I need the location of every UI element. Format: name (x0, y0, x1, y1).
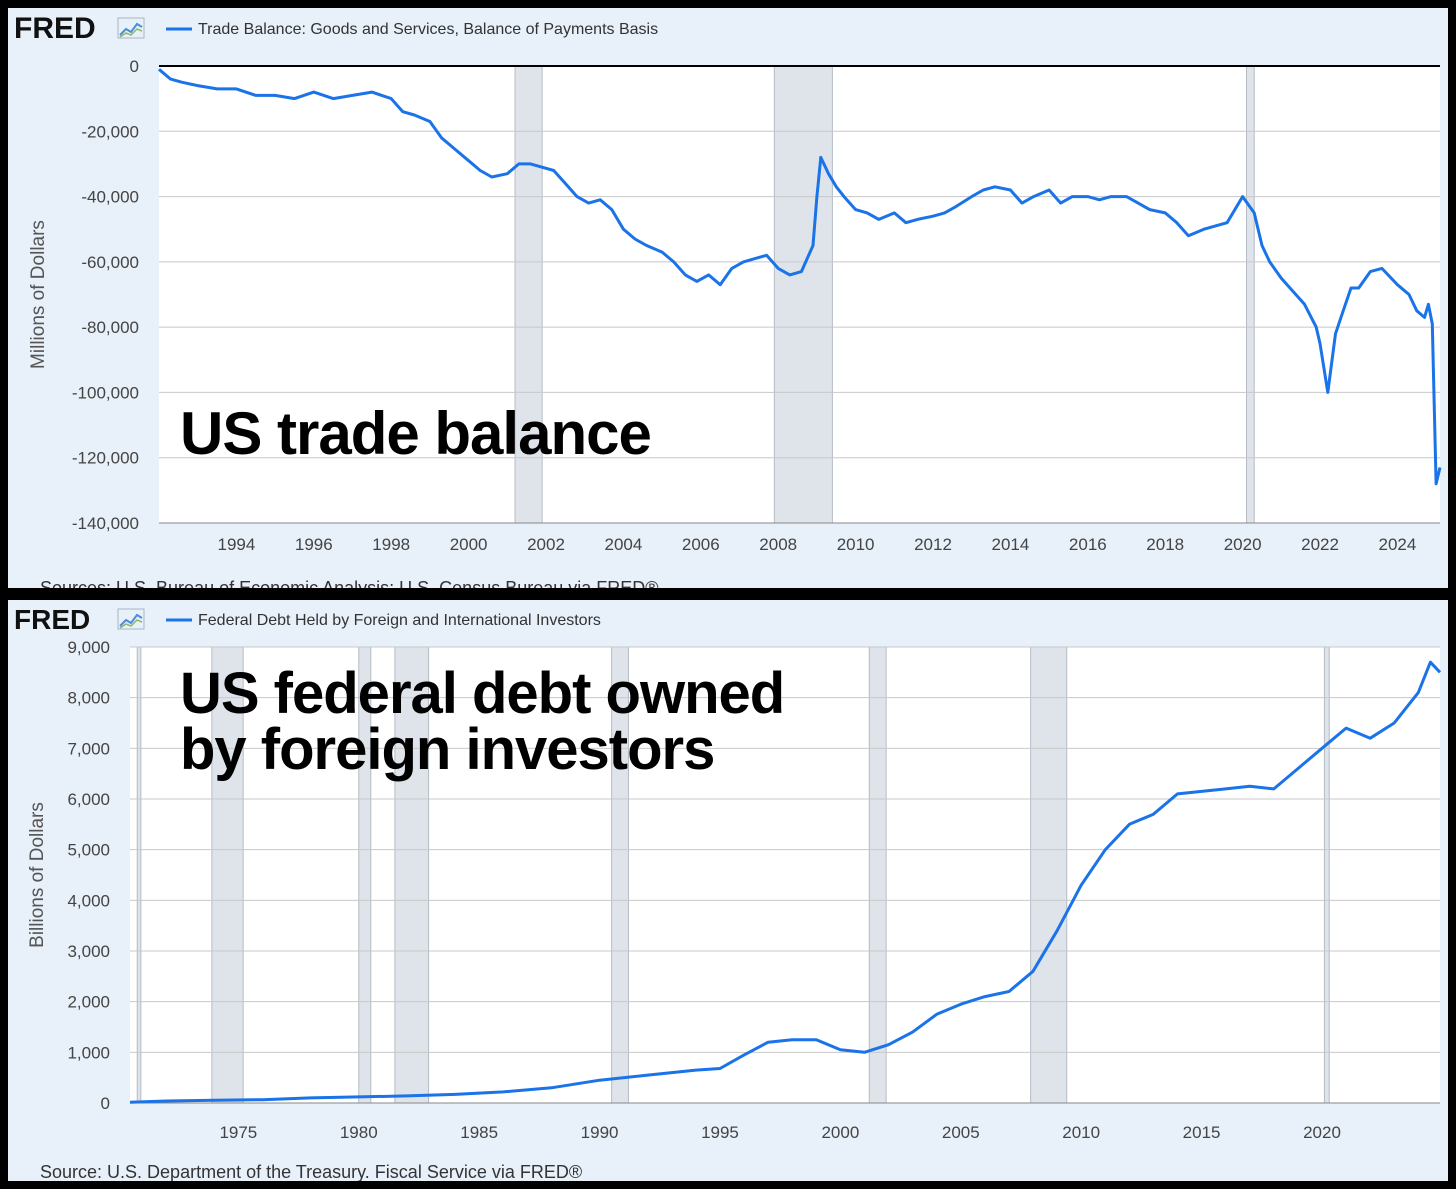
y-tick-label: 3,000 (67, 942, 110, 961)
logo-frame (117, 608, 145, 630)
y-tick-label: 6,000 (67, 790, 110, 809)
logo-line-secondary (119, 619, 143, 629)
series-line (129, 660, 1442, 1104)
y-tick-label: -80,000 (81, 318, 139, 337)
series-line (158, 68, 1442, 486)
recession-band (515, 66, 543, 523)
x-tick-label: 1985 (460, 1123, 498, 1142)
source-text: Source: U.S. Department of the Treasury.… (40, 1162, 582, 1181)
y-tick-label: -20,000 (81, 122, 139, 141)
foreign-debt-chart: FRED Federal Debt Held by Foreign and Int… (14, 604, 1442, 1181)
recession-band (394, 647, 429, 1103)
y-tick-label: -120,000 (72, 449, 139, 468)
x-tick-label: 2014 (992, 535, 1030, 554)
recession-band (211, 647, 244, 1103)
y-tick-label: -100,000 (72, 383, 139, 402)
x-tick-label: 2015 (1183, 1123, 1221, 1142)
x-tick-label: 2012 (914, 535, 952, 554)
x-tick-label: 1995 (701, 1123, 739, 1142)
x-tick-label: 2002 (527, 535, 565, 554)
x-tick-label: 2008 (759, 535, 797, 554)
y-tick-label: 4,000 (67, 891, 110, 910)
y-tick-label: 0 (130, 57, 139, 76)
y-tick-label: 2,000 (67, 993, 110, 1012)
x-tick-label: 2004 (604, 535, 642, 554)
x-tick-label: 2022 (1301, 535, 1339, 554)
annotation-text: US trade balance (180, 400, 651, 467)
x-tick-label: 1975 (219, 1123, 257, 1142)
y-tick-label: 8,000 (67, 689, 110, 708)
x-tick-label: 2000 (821, 1123, 859, 1142)
recession-band (869, 647, 887, 1103)
foreign-debt-chart-panel: FRED Federal Debt Held by Foreign and Int… (8, 600, 1448, 1181)
y-tick-label: 7,000 (67, 739, 110, 758)
x-tick-label: 1998 (372, 535, 410, 554)
y-tick-label: -40,000 (81, 188, 139, 207)
x-tick-label: 2010 (837, 535, 875, 554)
x-tick-label: 1980 (340, 1123, 378, 1142)
y-tick-label: 0 (101, 1094, 110, 1113)
x-tick-label: 1994 (217, 535, 255, 554)
recession-band (1324, 647, 1330, 1103)
y-tick-label: -140,000 (72, 514, 139, 533)
recession-band (137, 647, 141, 1103)
x-tick-label: 2000 (450, 535, 488, 554)
fred-brand-logo: FRED (14, 604, 90, 635)
x-tick-label: 2020 (1303, 1123, 1341, 1142)
y-tick-label: 9,000 (67, 638, 110, 657)
trade-balance-chart-panel: FRED Trade Balance: Goods and Services, B… (8, 8, 1448, 588)
plot-area (130, 647, 1440, 1103)
legend-label: Trade Balance: Goods and Services, Balan… (198, 21, 658, 38)
logo-line-secondary (119, 28, 143, 38)
source-text: Sources: U.S. Bureau of Economic Analysi… (40, 578, 659, 588)
fred-chart-logo-icon (117, 17, 145, 39)
logo-line (119, 22, 143, 36)
recession-band (1030, 647, 1067, 1103)
recession-band (774, 66, 833, 523)
y-tick-label: 5,000 (67, 841, 110, 860)
x-tick-label: 1990 (581, 1123, 619, 1142)
annotation-text: US federal debt owned (180, 661, 784, 726)
x-tick-label: 2016 (1069, 535, 1107, 554)
legend-label: Federal Debt Held by Foreign and Interna… (198, 612, 601, 629)
trade-balance-chart: FRED Trade Balance: Goods and Services, B… (14, 12, 1442, 588)
x-tick-label: 2020 (1224, 535, 1262, 554)
y-axis-title: Billions of Dollars (27, 802, 48, 948)
recession-band (358, 647, 371, 1103)
y-tick-label: 1,000 (67, 1043, 110, 1062)
y-axis-title: Millions of Dollars (28, 220, 49, 369)
x-tick-label: 2024 (1379, 535, 1417, 554)
x-tick-label: 2010 (1062, 1123, 1100, 1142)
fred-chart-logo-icon (117, 608, 145, 630)
annotation-text: by foreign investors (180, 717, 714, 782)
y-tick-label: -60,000 (81, 253, 139, 272)
logo-frame (117, 17, 145, 39)
x-tick-label: 2006 (682, 535, 720, 554)
recession-band (1246, 66, 1255, 523)
logo-line (119, 613, 143, 627)
x-tick-label: 2018 (1146, 535, 1184, 554)
fred-brand-logo: FRED (14, 12, 96, 45)
x-tick-label: 1996 (295, 535, 333, 554)
recession-band (611, 647, 629, 1103)
x-tick-label: 2005 (942, 1123, 980, 1142)
